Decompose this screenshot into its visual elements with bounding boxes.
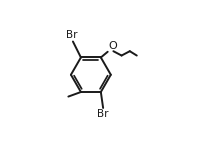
Text: Br: Br [66,30,78,40]
Text: Br: Br [97,109,109,119]
Text: O: O [108,41,117,51]
